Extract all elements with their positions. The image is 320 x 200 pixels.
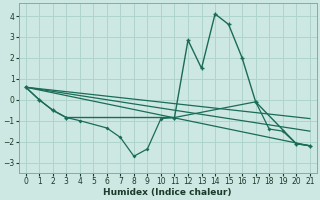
X-axis label: Humidex (Indice chaleur): Humidex (Indice chaleur) — [103, 188, 232, 197]
